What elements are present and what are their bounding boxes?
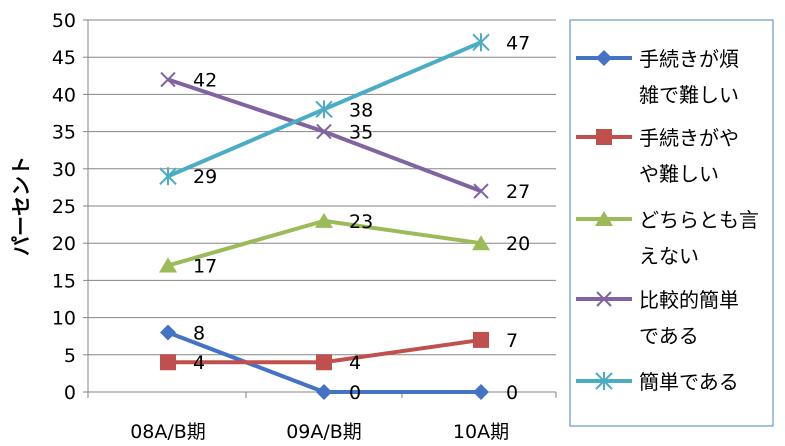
data-point	[472, 33, 490, 52]
data-label: 35	[349, 122, 373, 144]
data-label: 8	[193, 322, 205, 344]
y-tick-label: 35	[52, 122, 76, 144]
series-4	[160, 71, 489, 199]
marker-stroke	[596, 291, 612, 307]
y-tick-label: 0	[64, 382, 76, 404]
grid-lines	[88, 19, 556, 356]
legend-label: えない	[639, 244, 699, 268]
y-tick-label: 40	[52, 84, 76, 106]
data-label: 47	[506, 32, 530, 54]
series-group	[159, 33, 490, 400]
data-label: 20	[506, 233, 530, 255]
data-point	[315, 212, 333, 228]
series-3	[159, 212, 490, 273]
y-tick-label: 30	[52, 159, 76, 181]
data-point	[316, 384, 332, 400]
legend-entry: 簡単である	[576, 370, 739, 394]
data-label: 27	[506, 181, 530, 203]
data-point	[316, 123, 332, 140]
data-point	[472, 235, 490, 251]
data-point	[473, 331, 489, 348]
legend-label: 手続きがや	[639, 126, 739, 150]
data-label: 0	[349, 382, 361, 404]
x-tick-label: 10A期	[453, 421, 509, 443]
data-label: 4	[349, 352, 361, 374]
y-tick-label: 15	[52, 270, 76, 292]
data-label: 38	[349, 99, 373, 121]
data-point	[160, 354, 176, 371]
data-point	[315, 100, 333, 119]
y-tick-label: 20	[52, 233, 76, 255]
y-tick-label: 45	[52, 47, 76, 69]
legend-marker	[595, 211, 613, 226]
legend-label: 簡単である	[639, 370, 739, 394]
legend-label: どちらとも言	[639, 208, 759, 232]
series-5	[159, 33, 490, 186]
legend-label: 雑で難しい	[639, 83, 739, 107]
data-label: 7	[506, 330, 518, 352]
y-tick-label: 25	[52, 196, 76, 218]
data-label: 23	[349, 211, 373, 233]
marker-stroke	[316, 123, 332, 140]
legend-marker	[595, 372, 613, 390]
data-label: 4	[193, 352, 205, 374]
y-axis-title: パーセント	[9, 156, 33, 256]
y-tick-label: 5	[64, 345, 76, 367]
legend-marker	[596, 129, 612, 145]
legend: 手続きが煩雑で難しい手続きがやや難しいどちらとも言えない比較的簡単である簡単であ…	[569, 19, 774, 427]
x-tick-label: 08A/B期	[130, 421, 206, 443]
marker-stroke	[160, 71, 176, 88]
data-point	[159, 167, 177, 186]
data-label: 42	[193, 70, 217, 92]
data-point	[473, 183, 489, 199]
data-point	[159, 257, 177, 273]
legend-label: や難しい	[639, 162, 719, 186]
legend-marker	[596, 50, 612, 66]
data-label: 0	[506, 382, 518, 404]
y-tick-label: 50	[52, 10, 76, 32]
data-label: 29	[193, 166, 217, 188]
y-tick-label: 10	[52, 308, 76, 330]
legend-marker	[596, 291, 612, 307]
marker-stroke	[473, 183, 489, 199]
legend-label: 手続きが煩	[639, 47, 739, 71]
legend-label: 比較的簡単	[639, 288, 739, 312]
data-point	[160, 71, 176, 88]
data-point	[316, 354, 332, 371]
data-label: 17	[193, 256, 217, 278]
series-2	[160, 331, 489, 371]
series-1	[160, 324, 489, 400]
legend-label: である	[639, 324, 699, 348]
data-point	[160, 324, 176, 341]
x-tick-label: 09A/B期	[286, 421, 362, 443]
data-point	[473, 384, 489, 400]
